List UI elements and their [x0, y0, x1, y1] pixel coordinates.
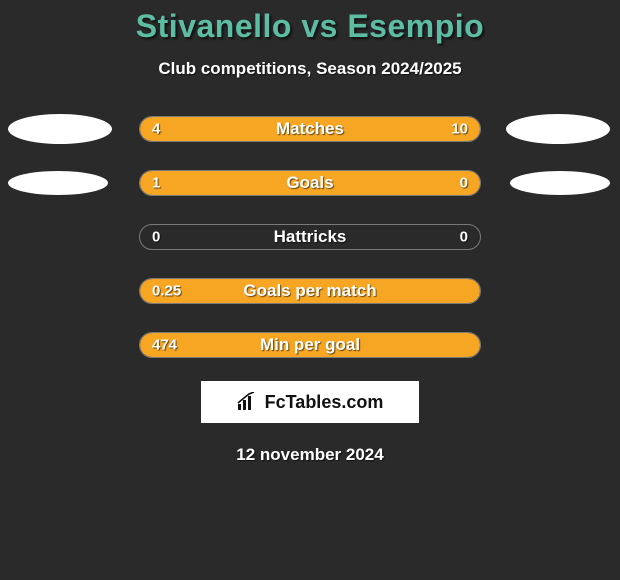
fctables-logo[interactable]: FcTables.com	[201, 381, 419, 423]
stat-value-left: 0	[152, 229, 160, 246]
bar-fill	[140, 279, 480, 303]
stat-row: 474Min per goal	[0, 331, 620, 359]
logo-text: FcTables.com	[265, 392, 384, 413]
date-text: 12 november 2024	[236, 445, 383, 465]
page-title: Stivanello vs Esempio	[136, 8, 484, 45]
title-right: Esempio	[347, 8, 484, 44]
stat-bar: 10Goals	[139, 170, 481, 196]
subtitle: Club competitions, Season 2024/2025	[158, 59, 461, 79]
player-badge-right	[506, 114, 610, 144]
stat-value-right: 10	[451, 121, 468, 138]
stat-value-left: 1	[152, 175, 160, 192]
stat-value-right: 0	[460, 175, 468, 192]
chart-icon	[237, 392, 259, 412]
title-vs: vs	[301, 8, 338, 44]
stat-row: 0.25Goals per match	[0, 277, 620, 305]
stat-label: Hattricks	[140, 227, 480, 247]
stat-value-left: 4	[152, 121, 160, 138]
stat-row: 0 0Hattricks	[0, 223, 620, 251]
stat-row: 410Matches	[0, 115, 620, 143]
bar-fill	[140, 333, 480, 357]
stat-value-left: 474	[152, 337, 177, 354]
stat-bar: 0 0Hattricks	[139, 224, 481, 250]
player-badge-left	[8, 114, 112, 144]
title-left: Stivanello	[136, 8, 292, 44]
stat-row: 10Goals	[0, 169, 620, 197]
comparison-container: Stivanello vs Esempio Club competitions,…	[0, 0, 620, 465]
stat-bar: 410Matches	[139, 116, 481, 142]
stat-bar: 474Min per goal	[139, 332, 481, 358]
stat-value-right: 0	[460, 229, 468, 246]
player-badge-left	[8, 171, 108, 195]
stat-rows: 410Matches10Goals00Hattricks0.25Goals pe…	[0, 115, 620, 359]
player-badge-right	[510, 171, 610, 195]
stat-value-left: 0.25	[152, 283, 181, 300]
bar-fill-right	[412, 171, 480, 195]
bar-fill-right	[237, 117, 480, 141]
stat-bar: 0.25Goals per match	[139, 278, 481, 304]
